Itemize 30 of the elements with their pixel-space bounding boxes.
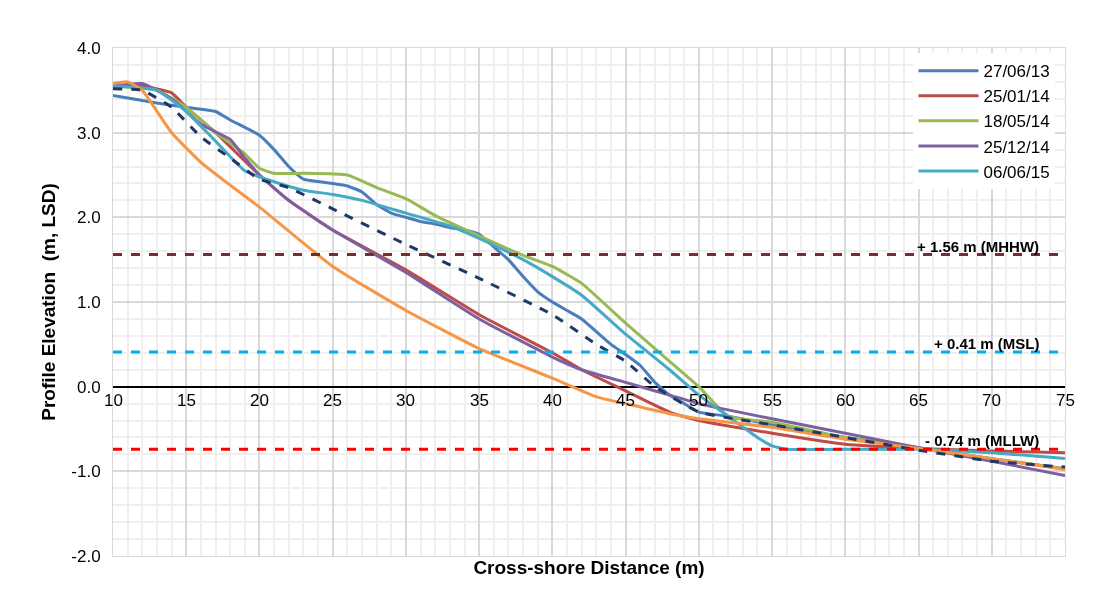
- x-tick-label: 60: [836, 391, 855, 410]
- y-axis-title: Profile Elevation (m, LSD): [38, 183, 60, 421]
- y-tick-label: 3.0: [76, 123, 101, 143]
- x-tick-label: 20: [250, 391, 269, 410]
- x-tick-label: 70: [982, 391, 1001, 410]
- y-tick-label: -2.0: [71, 546, 101, 566]
- legend-label: 06/06/15: [983, 162, 1050, 182]
- legend-label: 27/06/13: [983, 62, 1050, 82]
- x-tick-label: 25: [323, 391, 342, 410]
- x-tick-label: 65: [909, 391, 928, 410]
- y-tick-label: 4.0: [76, 38, 101, 58]
- x-tick-label: 40: [543, 391, 562, 410]
- x-tick-label: 50: [689, 391, 708, 410]
- x-tick-label: 35: [470, 391, 489, 410]
- x-tick-label: 30: [396, 391, 415, 410]
- x-tick-label: 15: [177, 391, 196, 410]
- legend-label: 25/01/14: [983, 87, 1050, 107]
- x-tick-label: 75: [1056, 391, 1075, 410]
- x-axis-title: Cross-shore Distance (m): [473, 556, 705, 578]
- ref-line-label: - 0.74 m (MLLW): [925, 432, 1040, 449]
- ref-line-label: + 1.56 m (MHHW): [917, 238, 1040, 255]
- ref-line-label: + 0.41 m (MSL): [934, 335, 1040, 352]
- y-tick-label: -1.0: [71, 462, 101, 482]
- y-tick-label: 1.0: [76, 292, 101, 312]
- legend-label: 25/12/14: [983, 137, 1050, 157]
- x-tick-label: 10: [104, 391, 123, 410]
- legend-label: 18/05/14: [983, 112, 1050, 132]
- y-tick-label: 2.0: [76, 208, 101, 228]
- x-tick-label: 55: [763, 391, 782, 410]
- y-tick-label: 0.0: [76, 377, 101, 397]
